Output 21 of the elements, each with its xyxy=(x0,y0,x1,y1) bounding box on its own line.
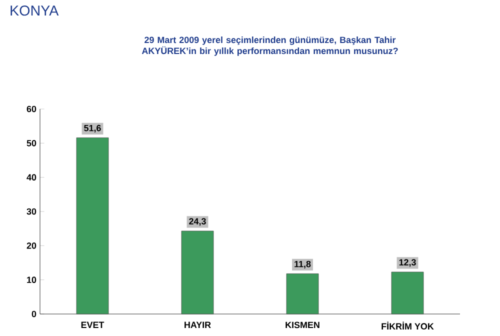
data-label: 51,6 xyxy=(84,124,101,133)
chart-subtitle: 29 Mart 2009 yerel seçimlerinden günümüze, Başkan Tahir AKYÜREK’in bir yıllık performansından memnun musunuz? xyxy=(142,36,398,56)
x-tick-label: FİKRİM YOK xyxy=(382,322,434,330)
y-tick-label: 20 xyxy=(26,242,36,249)
data-label: 12,3 xyxy=(399,259,416,267)
y-tick-label: 0 xyxy=(32,310,36,318)
bar xyxy=(181,230,214,314)
data-label: 11,8 xyxy=(294,260,311,269)
chart-title: KONYA xyxy=(10,6,59,16)
y-tick-label: 40 xyxy=(26,174,36,181)
x-tick-label: HAYIR xyxy=(184,322,211,328)
x-tick-label: EVET xyxy=(81,322,104,328)
y-tick-label: 60 xyxy=(26,106,36,112)
bar xyxy=(391,272,424,314)
y-tick-label: 50 xyxy=(26,140,36,146)
bar xyxy=(286,273,319,314)
x-tick-label: KISMEN xyxy=(286,322,320,328)
bar xyxy=(76,138,109,314)
y-tick-label: 10 xyxy=(27,276,36,284)
y-tick-label: 30 xyxy=(26,208,36,215)
data-label: 24,3 xyxy=(189,218,206,226)
